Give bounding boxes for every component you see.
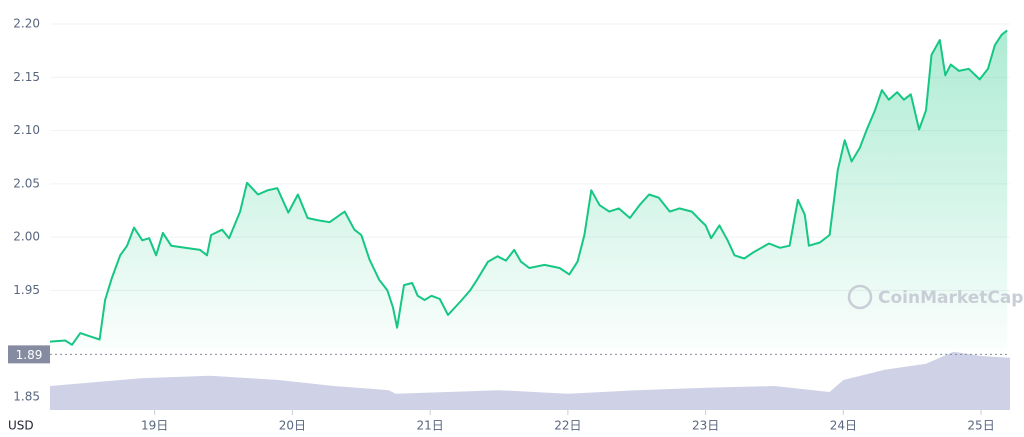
y-tick-label: 2.00 xyxy=(13,230,40,244)
y-tick-label: 2.15 xyxy=(13,70,40,84)
y-tick-label: 2.05 xyxy=(13,176,40,190)
watermark-text: CoinMarketCap xyxy=(878,288,1023,308)
currency-label: USD xyxy=(8,419,34,433)
price-line xyxy=(49,29,1008,346)
volume-area xyxy=(50,351,1010,410)
x-tick-label: 21日 xyxy=(417,419,444,433)
y-tick-label: 2.10 xyxy=(13,123,40,137)
y-tick-label: 2.20 xyxy=(13,17,40,31)
y-tick-label: 1.95 xyxy=(13,283,40,297)
x-tick-label: 19日 xyxy=(141,419,168,433)
x-tick-label: 22日 xyxy=(554,419,581,433)
x-tick-label: 23日 xyxy=(692,419,719,433)
y-tick-label: 1.85 xyxy=(13,390,40,404)
x-tick-label: 24日 xyxy=(830,419,857,433)
x-tick-label: 20日 xyxy=(279,419,306,433)
watermark: CoinMarketCap xyxy=(847,284,1023,310)
x-tick-label: 25日 xyxy=(967,419,994,433)
price-area xyxy=(50,30,1008,351)
price-marker-label: 1.89 xyxy=(16,348,43,362)
price-marker-box xyxy=(8,345,50,364)
